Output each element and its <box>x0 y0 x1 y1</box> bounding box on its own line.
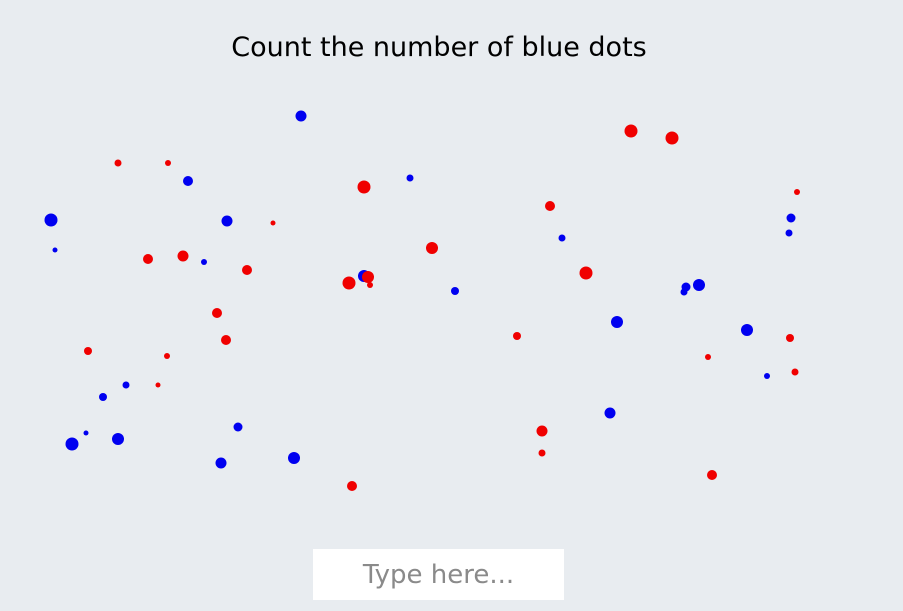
red-dot <box>270 220 276 226</box>
red-dot <box>357 180 371 194</box>
blue-dot <box>183 176 193 186</box>
blue-dot <box>52 247 58 253</box>
red-dot <box>513 332 521 340</box>
blue-dot <box>122 381 130 389</box>
blue-dot <box>681 282 691 292</box>
red-dot <box>165 160 171 166</box>
red-dot <box>84 347 92 355</box>
blue-dot <box>764 373 770 379</box>
red-dot <box>221 335 231 345</box>
answer-input[interactable] <box>313 549 564 600</box>
blue-dot <box>358 270 370 282</box>
task-prompt: Count the number of blue dots <box>231 32 647 63</box>
blue-dot <box>406 174 414 182</box>
blue-dot <box>741 324 753 336</box>
blue-dot <box>65 437 79 451</box>
red-dot <box>342 276 356 290</box>
blue-dot <box>693 279 705 291</box>
red-dot <box>155 382 161 388</box>
red-dot <box>538 449 546 457</box>
red-dot <box>624 124 638 138</box>
red-dot <box>367 282 373 288</box>
red-dot <box>794 189 800 195</box>
red-dot <box>536 425 548 437</box>
blue-dot <box>201 259 207 265</box>
red-dot <box>707 470 717 480</box>
red-dot <box>143 254 153 264</box>
blue-dot <box>611 316 623 328</box>
blue-dot <box>680 288 688 296</box>
blue-dot <box>288 452 300 464</box>
red-dot <box>114 159 122 167</box>
blue-dot <box>785 229 793 237</box>
red-dot <box>791 368 799 376</box>
red-dot <box>212 308 222 318</box>
red-dot <box>177 250 189 262</box>
blue-dot <box>99 393 107 401</box>
red-dot <box>705 354 711 360</box>
red-dot <box>426 242 438 254</box>
red-dot <box>579 266 593 280</box>
blue-dot <box>215 457 227 469</box>
red-dot <box>362 271 374 283</box>
blue-dot <box>786 213 796 223</box>
blue-dot <box>604 407 616 419</box>
red-dot <box>665 131 679 145</box>
red-dot <box>347 481 357 491</box>
blue-dot <box>112 433 124 445</box>
blue-dot <box>83 430 89 436</box>
blue-dot <box>233 422 243 432</box>
blue-dot <box>221 215 233 227</box>
red-dot <box>786 334 794 342</box>
red-dot <box>242 265 252 275</box>
blue-dot <box>558 234 566 242</box>
blue-dot <box>451 287 459 295</box>
blue-dot <box>295 110 307 122</box>
blue-dot <box>44 213 58 227</box>
red-dot <box>545 201 555 211</box>
red-dot <box>164 353 170 359</box>
